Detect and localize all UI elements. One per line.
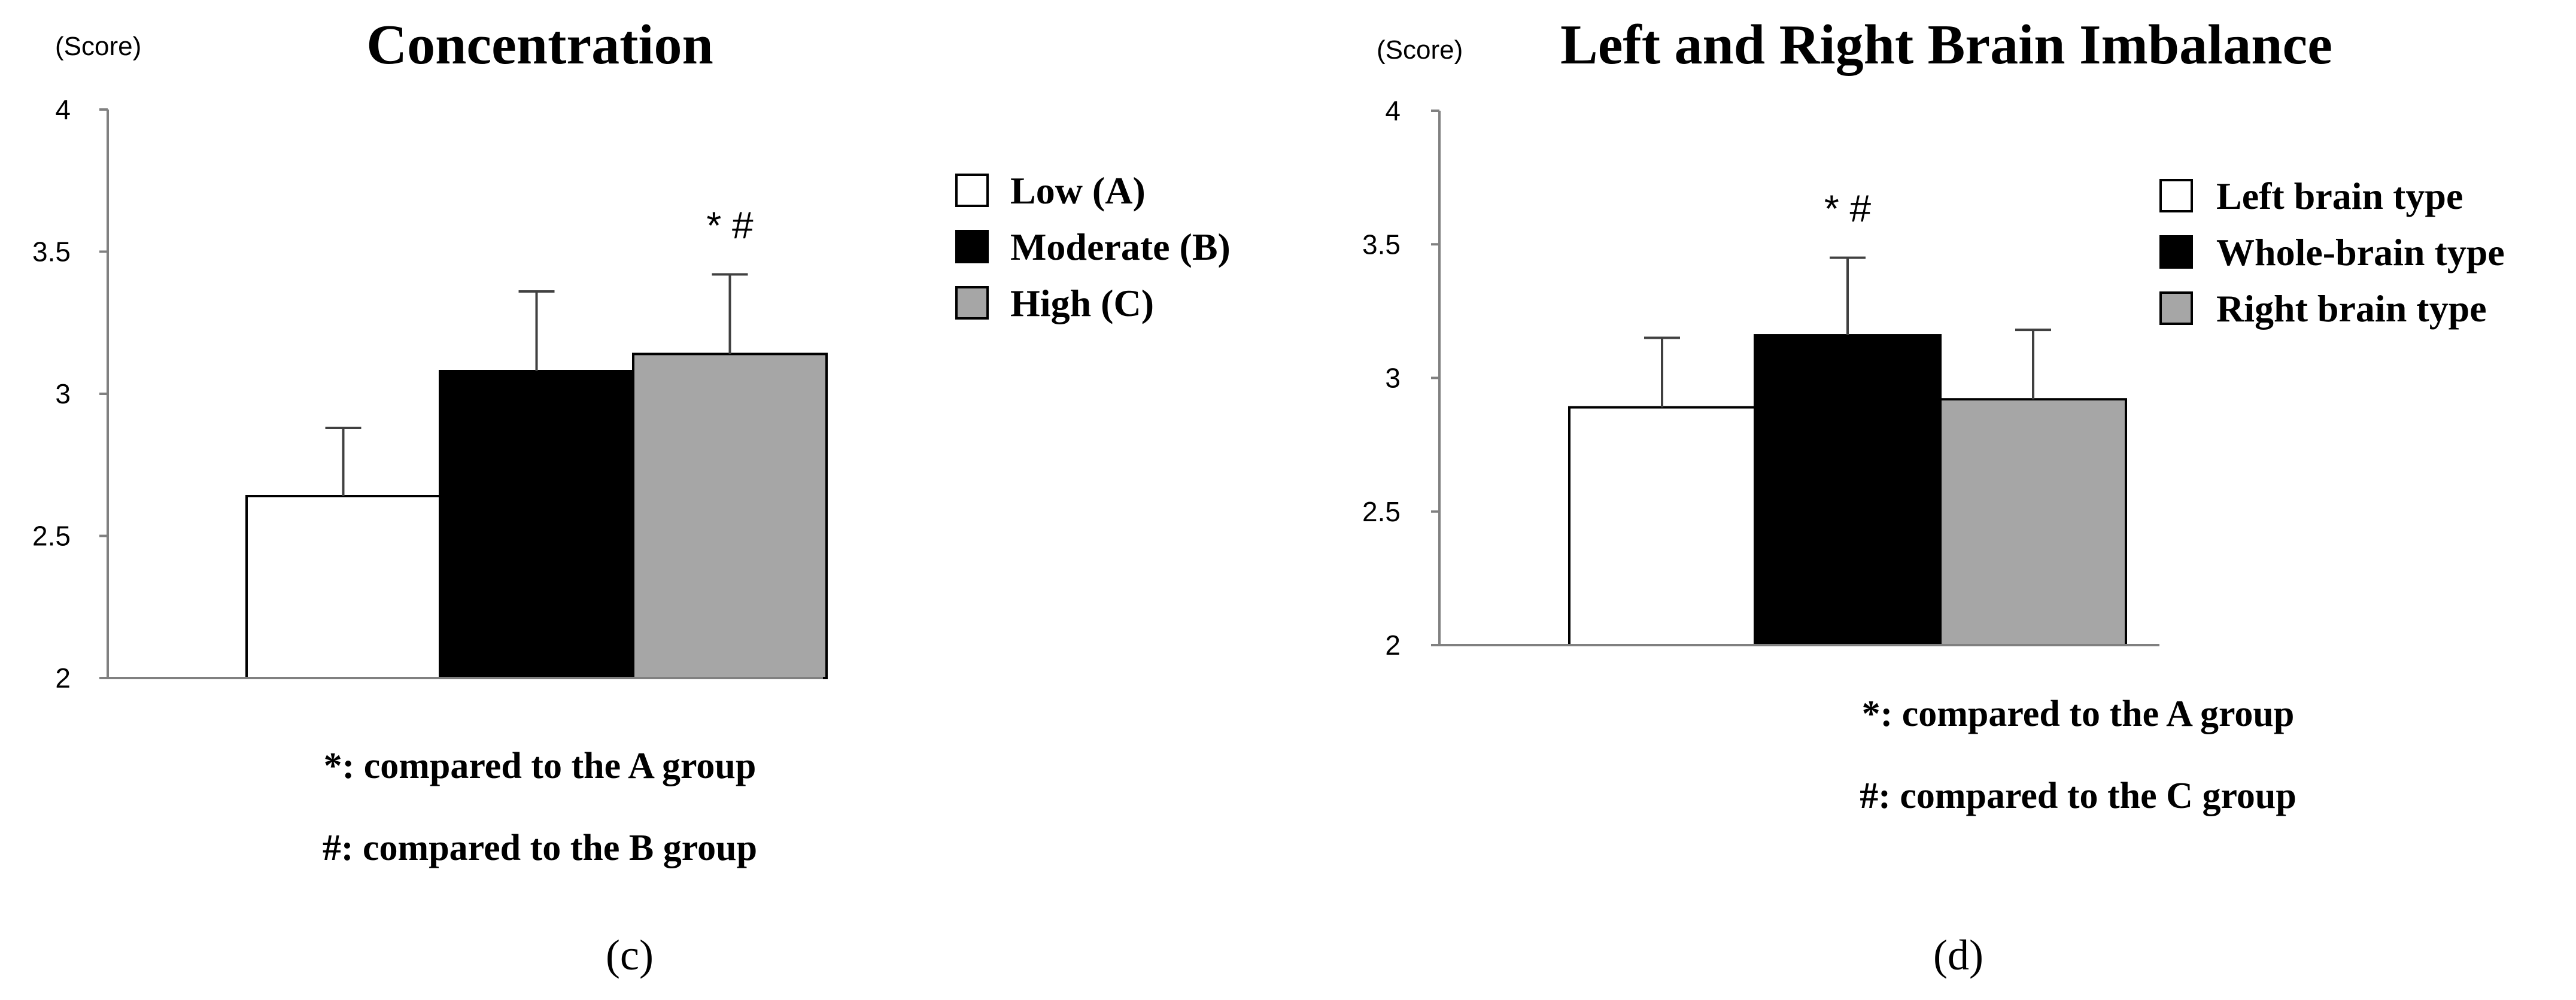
significance-marker: * # <box>706 204 754 247</box>
bar-1 <box>245 495 441 679</box>
bar-3 <box>1939 398 2127 646</box>
bars <box>245 273 828 679</box>
bar-1 <box>1568 406 1756 646</box>
chart-title: Concentration <box>366 14 713 76</box>
y-axis-unit-label: (Score) <box>55 32 141 61</box>
legend-swatch <box>955 174 989 207</box>
y-tick-label: 4 <box>1385 95 1401 126</box>
y-tick-label: 4 <box>55 94 71 125</box>
bar-2 <box>439 370 634 679</box>
y-tick-label: 2.5 <box>32 521 71 552</box>
y-tick-label: 3 <box>1385 363 1401 394</box>
y-tick-label: 3.5 <box>1362 229 1401 260</box>
y-axis-ticks: 2 2.5 3 3.5 4 <box>32 94 108 694</box>
legend-swatch <box>2159 235 2193 269</box>
legend-swatch <box>2159 179 2193 212</box>
significance-marker: * # <box>1824 187 1872 230</box>
legend-swatch <box>2159 291 2193 325</box>
legend-label: Low (A) <box>1010 169 1146 212</box>
legend: Low (A) Moderate (B) High (C) <box>955 169 1231 324</box>
y-tick-label: 2 <box>55 662 71 694</box>
y-axis-ticks: 2 2.5 3 3.5 4 <box>1362 95 1439 661</box>
legend-swatch <box>955 286 989 320</box>
y-tick-label: 2.5 <box>1362 496 1401 527</box>
legend-swatch <box>955 230 989 263</box>
legend-label: Right brain type <box>2216 287 2487 330</box>
chart-title: Left and Right Brain Imbalance <box>1560 14 2332 76</box>
panel-label: (c) <box>606 931 654 979</box>
axes <box>107 110 823 679</box>
legend-label: Left brain type <box>2216 175 2463 217</box>
y-axis-unit-label: (Score) <box>1377 35 1463 65</box>
footnote-a: *: compared to the A group <box>1862 694 2295 734</box>
chart-panel-brain-imbalance: (Score) Left and Right Brain Imbalance 2… <box>1362 14 2505 979</box>
y-tick-label: 3.5 <box>32 236 71 268</box>
footnote-b: #: compared to the C group <box>1860 776 2296 816</box>
bar-3 <box>632 352 828 679</box>
legend-label: High (C) <box>1010 282 1154 324</box>
y-tick-label: 3 <box>55 378 71 409</box>
footnote-b: #: compared to the B group <box>323 828 757 868</box>
footnote-a: *: compared to the A group <box>324 746 757 786</box>
panel-label: (d) <box>1933 931 1983 979</box>
legend-label: Whole-brain type <box>2216 231 2505 273</box>
legend: Left brain type Whole-brain type Right bra… <box>2159 175 2505 330</box>
bar-2 <box>1754 334 1942 646</box>
bars <box>1568 256 2127 646</box>
legend-label: Moderate (B) <box>1010 226 1231 268</box>
y-tick-label: 2 <box>1385 630 1401 661</box>
chart-panel-concentration: (Score) Concentration 2 2.5 3 3.5 4 * # Low … <box>32 14 1231 979</box>
axes <box>1438 111 2159 646</box>
